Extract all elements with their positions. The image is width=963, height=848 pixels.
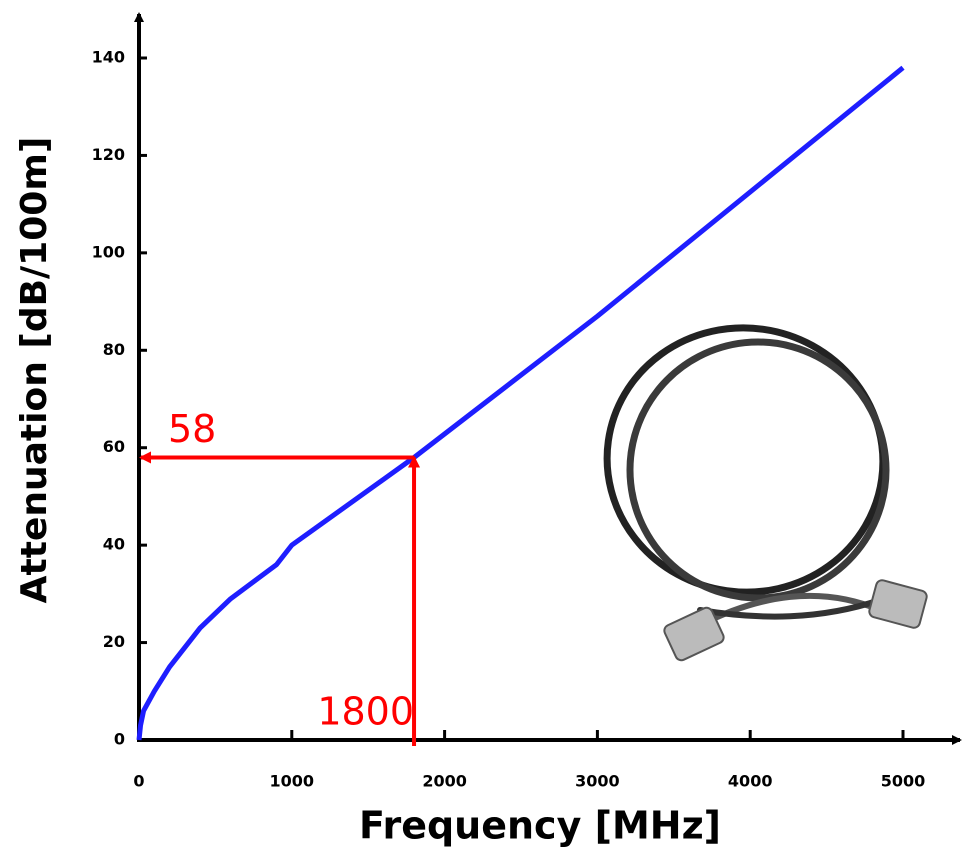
y-tick-label: 140 [92,48,125,67]
y-tick-label: 20 [103,632,125,651]
data-line [136,65,905,741]
x-tick-label: 2000 [422,772,467,791]
reference-x-label: 1800 [317,690,414,734]
reference-y-label: 58 [168,407,216,451]
y-tick-label: 40 [103,535,125,554]
y-tick-label: 60 [103,437,125,456]
x-axis-label: Frequency [MHz] [359,804,721,848]
y-tick-label: 120 [92,145,125,164]
y-tick-label: 100 [92,242,125,261]
y-tick-label: 0 [114,730,125,749]
x-tick-label: 3000 [575,772,620,791]
x-tick-label: 1000 [270,772,315,791]
y-axis-label: Attenuation [dB/100m] [14,137,55,604]
y-tick-label: 80 [103,340,125,359]
x-tick-label: 4000 [728,772,773,791]
x-tick-label: 5000 [881,772,926,791]
cable-image [603,324,928,662]
x-tick-label: 0 [133,772,144,791]
